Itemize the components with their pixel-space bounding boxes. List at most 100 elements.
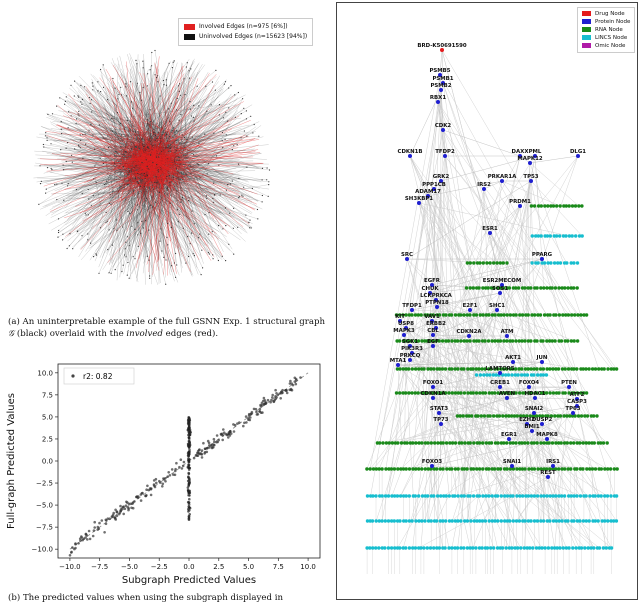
graph-node [487, 339, 490, 342]
node-label: MTA1 [390, 358, 407, 364]
graph-node [562, 546, 565, 549]
graph-node [204, 214, 205, 215]
graph-node [577, 204, 580, 207]
graph-node [150, 205, 151, 206]
graph-node [134, 167, 135, 168]
graph-node [257, 218, 258, 219]
graph-node [62, 234, 63, 235]
graph-node [482, 261, 485, 264]
graph-node [482, 373, 485, 376]
graph-node [78, 145, 79, 146]
graph-node [158, 169, 159, 170]
graph-node [58, 230, 59, 231]
data-point [155, 482, 158, 485]
graph-node [479, 313, 482, 316]
graph-node [505, 546, 508, 549]
graph-node [116, 230, 117, 231]
node-label: DUSP2 [532, 417, 553, 423]
graph-node [69, 245, 70, 246]
graph-node [520, 373, 523, 376]
graph-node [515, 494, 518, 497]
graph-node [80, 85, 81, 86]
omic-swatch [582, 43, 591, 48]
graph-node [430, 441, 433, 444]
graph-node [176, 264, 177, 265]
data-point [275, 392, 278, 395]
graph-node [527, 467, 530, 470]
graph-node [606, 441, 609, 444]
graph-node [67, 142, 68, 143]
graph-node [465, 339, 468, 342]
graph-node [441, 339, 444, 342]
graph-node [121, 94, 122, 95]
graph-node [472, 286, 475, 289]
graph-node [554, 286, 557, 289]
graph-node [372, 467, 375, 470]
graph-node [111, 118, 112, 119]
graph-node [222, 147, 223, 148]
graph-node [535, 367, 538, 370]
graph-node [487, 313, 490, 316]
data-point [263, 397, 266, 400]
node-label: PIK3R3 [401, 346, 423, 352]
graph-node [594, 494, 597, 497]
graph-node [414, 441, 417, 444]
graph-node [198, 237, 199, 238]
node-label: MAPK3 [393, 328, 415, 334]
graph-node [509, 313, 512, 316]
graph-node [121, 134, 122, 135]
graph-node [143, 146, 144, 147]
graph-node [198, 143, 199, 144]
graph-node [177, 209, 178, 210]
graph-node [229, 213, 230, 214]
graph-node [120, 146, 121, 147]
node-label: FOXO4 [519, 380, 540, 386]
data-point [140, 499, 143, 502]
scatter-legend-marker [71, 374, 74, 377]
graph-node [407, 391, 410, 394]
data-point [238, 421, 241, 424]
graph-node [94, 149, 95, 150]
graph-node [422, 546, 425, 549]
graph-node [481, 313, 484, 316]
graph-node [47, 140, 48, 141]
graph-node [80, 101, 81, 102]
graph-node [429, 367, 432, 370]
graph-node [214, 195, 215, 196]
graph-node [76, 189, 77, 190]
graph-node [371, 494, 374, 497]
graph-node [147, 85, 148, 86]
graph-node [481, 519, 484, 522]
graph-node [384, 519, 387, 522]
graph-node [566, 286, 569, 289]
graph-node [487, 494, 490, 497]
graph-node [104, 184, 105, 185]
graph-node [90, 243, 91, 244]
graph-node [140, 186, 141, 187]
graph-node [150, 141, 151, 142]
graph-node [178, 85, 179, 86]
graph-node [493, 391, 496, 394]
network-panel: Involved Edges (n=975 [6%]) Uninvolved E… [0, 0, 330, 300]
graph-node [543, 261, 546, 264]
y-tick-label: 7.5 [42, 391, 53, 399]
graph-node [603, 519, 606, 522]
graph-node [398, 546, 401, 549]
graph-node [136, 63, 137, 64]
graph-node [176, 150, 177, 151]
data-point [259, 408, 262, 411]
graph-node [548, 391, 551, 394]
graph-node [62, 239, 63, 240]
graph-node [508, 286, 511, 289]
graph-node [533, 467, 536, 470]
graph-node [92, 134, 93, 135]
graph-node [159, 192, 160, 193]
data-point [77, 542, 80, 545]
graph-node [594, 519, 597, 522]
data-point [145, 495, 148, 498]
graph-node [485, 373, 488, 376]
graph-node [606, 467, 609, 470]
data-point [124, 508, 127, 511]
graph-node [454, 441, 457, 444]
graph-node [175, 253, 176, 254]
